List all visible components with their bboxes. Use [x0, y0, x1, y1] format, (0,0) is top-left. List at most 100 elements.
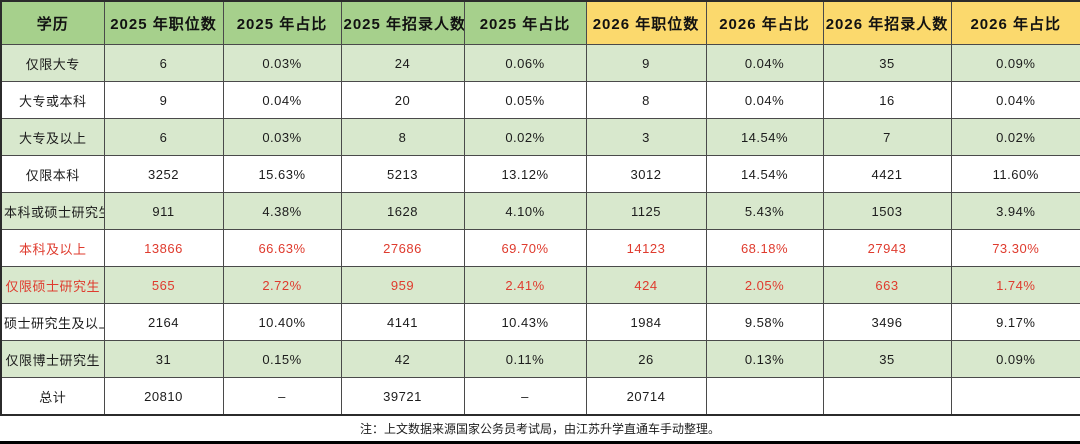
header-cell: 2026 年招录人数 [822, 0, 952, 45]
data-cell: 8 [585, 81, 707, 119]
data-cell [822, 377, 952, 416]
data-cell: 11.60% [950, 155, 1080, 193]
table-row: 大专及以上 6 0.03% 8 0.02% 3 14.54% 7 0.02% [0, 118, 1080, 156]
data-cell: 20714 [585, 377, 707, 416]
data-cell: 31 [103, 340, 224, 378]
data-cell: 9.17% [950, 303, 1080, 341]
header-cell: 2025 年职位数 [103, 0, 224, 45]
header-row: 学历 2025 年职位数 2025 年占比 2025 年招录人数 2025 年占比 202… [0, 0, 1080, 45]
row-label: 大专及以上 [0, 118, 105, 156]
data-cell: 66.63% [222, 229, 342, 267]
data-cell: 14123 [585, 229, 707, 267]
row-label: 仅限本科 [0, 155, 105, 193]
table-row: 仅限本科 3252 15.63% 5213 13.12% 3012 14.54% 4421 11… [0, 155, 1080, 193]
data-cell: 424 [585, 266, 707, 304]
data-cell: 3012 [585, 155, 707, 193]
data-cell: 13866 [103, 229, 224, 267]
header-cell: 2025 年占比 [222, 0, 342, 45]
data-cell: 9 [585, 44, 707, 82]
data-cell: 2164 [103, 303, 224, 341]
table-row: 仅限硕士研究生 565 2.72% 959 2.41% 424 2.05% 663 1.74% [0, 266, 1080, 304]
data-cell: 9 [103, 81, 224, 119]
data-cell: 2.05% [705, 266, 824, 304]
data-cell: 0.02% [950, 118, 1080, 156]
row-label: 大专或本科 [0, 81, 105, 119]
row-label: 总计 [0, 377, 105, 416]
data-cell: 3496 [822, 303, 952, 341]
header-education: 学历 [0, 0, 105, 45]
table-row: 大专或本科 9 0.04% 20 0.05% 8 0.04% 16 0.04% [0, 81, 1080, 119]
data-cell: – [463, 377, 587, 416]
data-cell: – [222, 377, 342, 416]
source-note: 注：上文数据来源国家公务员考试局，由江苏升学直通车手动整理。 [359, 422, 720, 436]
data-cell: 68.18% [705, 229, 824, 267]
data-cell: 0.04% [950, 81, 1080, 119]
data-cell: 2.41% [463, 266, 587, 304]
data-cell: 1628 [340, 192, 465, 230]
data-cell: 0.09% [950, 340, 1080, 378]
data-cell: 4421 [822, 155, 952, 193]
data-cell: 5213 [340, 155, 465, 193]
table-row: 本科及以上 13866 66.63% 27686 69.70% 14123 68.18% 27… [0, 229, 1080, 267]
data-cell: 6 [103, 44, 224, 82]
data-cell: 0.04% [705, 44, 824, 82]
data-cell: 24 [340, 44, 465, 82]
row-label: 本科或硕士研究生 [0, 192, 105, 230]
data-cell: 27943 [822, 229, 952, 267]
data-cell: 20810 [103, 377, 224, 416]
data-cell [950, 377, 1080, 416]
data-cell: 0.13% [705, 340, 824, 378]
data-cell: 0.05% [463, 81, 587, 119]
data-cell: 4141 [340, 303, 465, 341]
header-cell: 2025 年占比 [463, 0, 587, 45]
data-cell: 0.11% [463, 340, 587, 378]
data-cell: 0.04% [705, 81, 824, 119]
footer-note-bar: 注：上文数据来源国家公务员考试局，由江苏升学直通车手动整理。 [0, 416, 1080, 444]
data-cell: 42 [340, 340, 465, 378]
data-cell: 0.03% [222, 118, 342, 156]
data-cell: 4.38% [222, 192, 342, 230]
data-cell: 0.15% [222, 340, 342, 378]
data-cell: 1503 [822, 192, 952, 230]
header-cell: 2026 年占比 [705, 0, 824, 45]
data-cell: 13.12% [463, 155, 587, 193]
data-cell: 16 [822, 81, 952, 119]
data-cell: 20 [340, 81, 465, 119]
data-cell: 3.94% [950, 192, 1080, 230]
data-cell: 3 [585, 118, 707, 156]
data-cell: 8 [340, 118, 465, 156]
data-cell: 0.06% [463, 44, 587, 82]
data-cell: 0.09% [950, 44, 1080, 82]
data-cell: 26 [585, 340, 707, 378]
data-cell: 35 [822, 44, 952, 82]
data-cell: 4.10% [463, 192, 587, 230]
data-cell: 15.63% [222, 155, 342, 193]
data-cell: 6 [103, 118, 224, 156]
data-cell: 73.30% [950, 229, 1080, 267]
data-cell: 69.70% [463, 229, 587, 267]
data-cell: 39721 [340, 377, 465, 416]
table-row: 仅限大专 6 0.03% 24 0.06% 9 0.04% 35 0.09% [0, 44, 1080, 82]
data-cell: 5.43% [705, 192, 824, 230]
education-recruitment-table: 学历 2025 年职位数 2025 年占比 2025 年招录人数 2025 年占比 202… [0, 0, 1080, 416]
data-cell: 1125 [585, 192, 707, 230]
data-cell: 3252 [103, 155, 224, 193]
data-cell: 9.58% [705, 303, 824, 341]
data-cell: 35 [822, 340, 952, 378]
data-cell: 10.40% [222, 303, 342, 341]
table-row: 硕士研究生及以上 2164 10.40% 4141 10.43% 1984 9.58% 349… [0, 303, 1080, 341]
table-row: 总计 20810–39721–20714 [0, 377, 1080, 416]
data-cell: 0.03% [222, 44, 342, 82]
row-label: 仅限大专 [0, 44, 105, 82]
data-cell: 911 [103, 192, 224, 230]
data-cell: 1.74% [950, 266, 1080, 304]
table-row: 本科或硕士研究生 911 4.38% 1628 4.10% 1125 5.43% 1503 3.… [0, 192, 1080, 230]
data-cell [705, 377, 824, 416]
data-cell: 959 [340, 266, 465, 304]
data-cell: 27686 [340, 229, 465, 267]
row-label: 仅限博士研究生 [0, 340, 105, 378]
data-cell: 10.43% [463, 303, 587, 341]
data-cell: 663 [822, 266, 952, 304]
row-label: 本科及以上 [0, 229, 105, 267]
table-row: 仅限博士研究生 31 0.15% 42 0.11% 26 0.13% 35 0.09% [0, 340, 1080, 378]
